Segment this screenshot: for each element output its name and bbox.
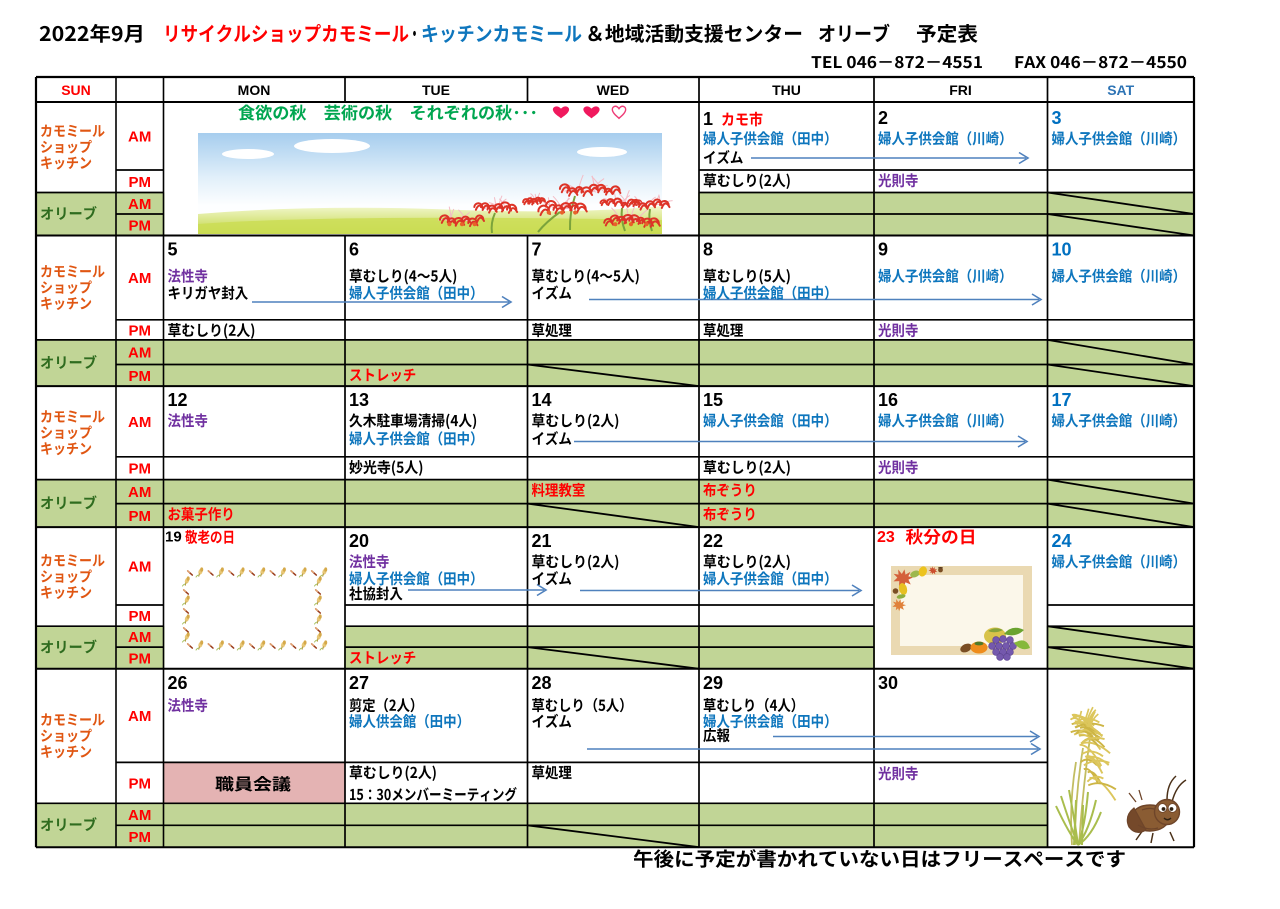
svg-text:24: 24 [1052, 531, 1072, 551]
svg-text:21: 21 [532, 531, 552, 551]
svg-text:AM: AM [128, 484, 151, 501]
svg-text:PM: PM [128, 829, 151, 846]
svg-text:28: 28 [532, 673, 552, 693]
svg-text:16: 16 [878, 390, 898, 410]
svg-text:AM: AM [128, 196, 151, 213]
svg-text:29: 29 [703, 673, 723, 693]
svg-text:AM: AM [128, 708, 151, 725]
svg-text:THU: THU [772, 82, 801, 98]
svg-text:6: 6 [349, 240, 359, 260]
svg-text:AM: AM [128, 807, 151, 824]
svg-text:14: 14 [532, 390, 552, 410]
svg-text:PM: PM [128, 217, 151, 234]
svg-text:19: 19 [165, 529, 182, 546]
svg-text:22: 22 [703, 531, 723, 551]
svg-text:PM: PM [128, 775, 151, 792]
svg-text:PM: PM [128, 174, 151, 191]
svg-text:TUE: TUE [422, 82, 450, 98]
svg-text:AM: AM [128, 629, 151, 646]
svg-text:13: 13 [349, 390, 369, 410]
svg-text:AM: AM [128, 270, 151, 287]
svg-text:27: 27 [349, 673, 369, 693]
svg-text:AM: AM [128, 345, 151, 362]
svg-text:SAT: SAT [1107, 82, 1134, 98]
svg-text:5: 5 [168, 240, 178, 260]
svg-text:20: 20 [349, 531, 369, 551]
svg-text:PM: PM [128, 508, 151, 525]
svg-text:17: 17 [1052, 390, 1072, 410]
svg-text:PM: PM [128, 368, 151, 385]
svg-text:23: 23 [877, 529, 895, 546]
svg-text:7: 7 [532, 240, 542, 260]
svg-text:PM: PM [128, 650, 151, 667]
svg-text:12: 12 [168, 390, 188, 410]
svg-text:WED: WED [597, 82, 630, 98]
svg-text:AM: AM [128, 129, 151, 146]
svg-text:AM: AM [128, 414, 151, 431]
svg-text:15: 15 [703, 390, 723, 410]
svg-text:3: 3 [1052, 108, 1062, 128]
svg-text:2: 2 [878, 108, 888, 128]
svg-text:9: 9 [878, 240, 888, 260]
svg-text:FRI: FRI [949, 82, 972, 98]
svg-text:SUN: SUN [61, 82, 91, 98]
svg-text:MON: MON [238, 82, 271, 98]
svg-text:10: 10 [1052, 240, 1072, 260]
svg-text:PM: PM [128, 461, 151, 478]
svg-text:8: 8 [703, 240, 713, 260]
svg-text:1: 1 [703, 109, 713, 129]
svg-text:PM: PM [128, 322, 151, 339]
svg-text:26: 26 [168, 673, 188, 693]
svg-text:30: 30 [878, 673, 898, 693]
svg-text:AM: AM [128, 559, 151, 576]
svg-text:PM: PM [128, 608, 151, 625]
